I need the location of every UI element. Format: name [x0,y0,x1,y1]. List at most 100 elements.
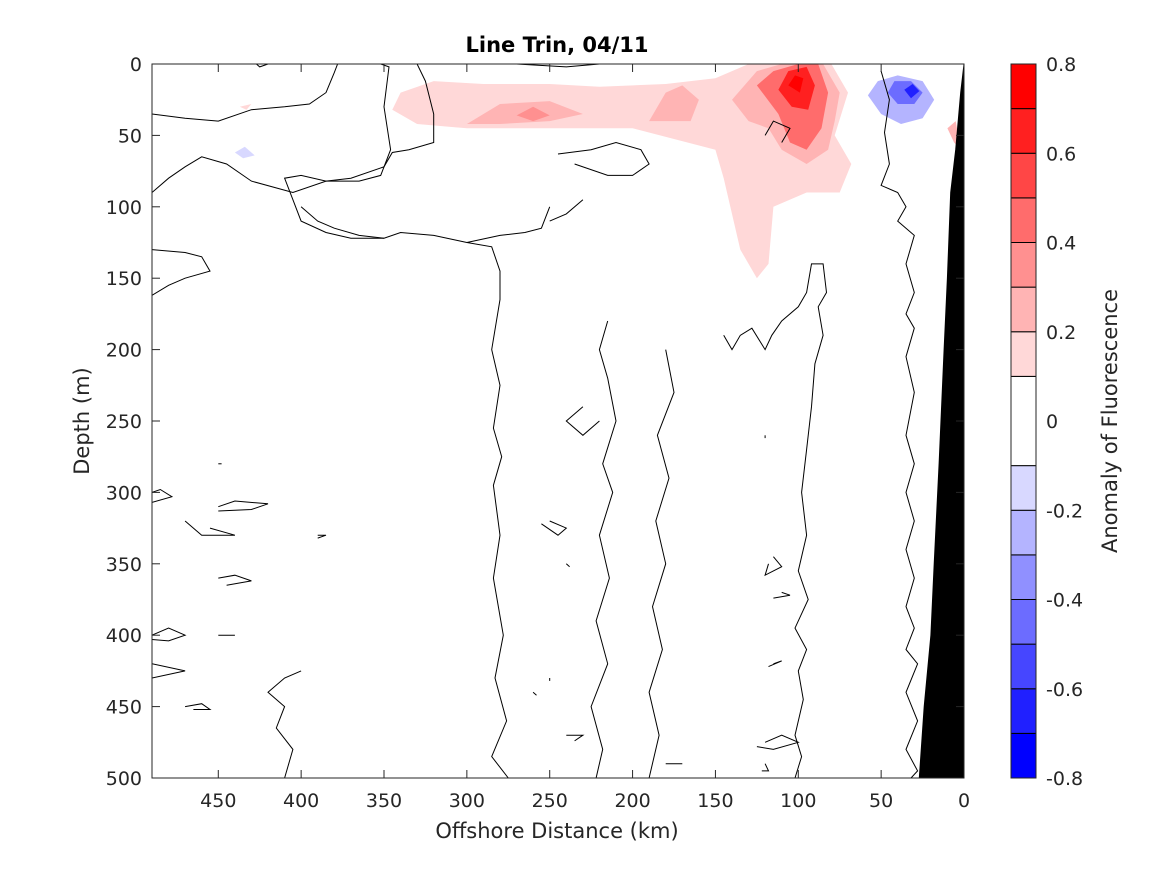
zero-contour-9 [152,249,211,296]
colorbar-swatch-1 [1010,688,1037,734]
zero-contour-28 [773,591,791,599]
zero-contour-26 [185,703,212,710]
y-tick-label-50: 50 [118,125,142,147]
zero-contour-22 [218,574,252,586]
zero-contour-18 [317,534,327,539]
zero-contour-25 [152,663,186,679]
colorbar-swatch-7 [1010,375,1037,467]
x-tick-label-300: 300 [449,790,485,812]
colorbar-swatch-8 [1010,331,1037,377]
anomaly-region-13 [210,138,293,179]
zero-contour-4 [516,64,732,68]
zero-contour-30 [756,734,800,750]
zero-contour-20 [218,500,269,512]
colorbar-tick-label-0.2: 0.2 [1046,322,1076,344]
x-axis-ticks: 450 400 350 300 250 200 150 100 50 0 [200,64,970,812]
zero-contour-7 [549,199,584,222]
colorbar-label: Anomaly of Fluorescence [1098,289,1122,553]
anomaly-region-15 [152,132,172,139]
x-tick-label-0: 0 [958,790,970,812]
zero-contour-38 [764,120,791,143]
colorbar-frame [1010,63,1037,779]
zero-contour-17 [541,520,568,536]
anomaly-region-12 [904,84,920,99]
x-tick-label-50: 50 [869,790,893,812]
colorbar-tick-label-0.4: 0.4 [1046,233,1076,255]
chart-title: Line Trin, 04/11 [465,33,648,57]
y-tick-label-100: 100 [106,197,142,219]
zero-contour-21 [184,520,236,536]
colorbar-swatch-2 [1010,643,1037,690]
y-tick-label-0: 0 [130,54,142,76]
y-tick-label-250: 250 [106,411,142,433]
colorbar: 0.8 0.6 0.4 0.2 0 -0.2 -0.4 -0.6 -0.8 [1010,54,1083,790]
y-tick-label-450: 450 [106,697,142,719]
colorbar-tick-label--0.4: -0.4 [1046,590,1083,612]
zero-contour-23 [152,627,187,642]
zero-contour-31 [761,763,770,772]
colorbar-tick-label-0.6: 0.6 [1046,143,1076,165]
bathymetry-shelf [918,64,964,778]
x-tick-label-450: 450 [200,790,236,812]
y-tick-label-400: 400 [106,625,142,647]
zero-contour-12 [723,263,828,778]
zero-contour-36 [532,691,537,696]
colorbar-swatch-10 [1010,242,1037,288]
anomaly-region-2 [649,85,699,122]
x-axis-label: Offshore Distance (km) [435,819,678,843]
x-tick-label-400: 400 [283,790,319,812]
colorbar-tick-label-0: 0 [1046,411,1058,433]
y-tick-label-300: 300 [106,482,142,504]
y-tick-label-200: 200 [106,340,142,362]
zero-contour-8 [300,206,385,239]
zero-contour-15 [648,349,675,778]
zero-contour-37 [565,563,570,568]
zero-contour-0 [152,64,392,194]
x-tick-label-150: 150 [697,790,733,812]
x-tick-label-350: 350 [366,790,402,812]
zero-contour-27 [764,556,783,577]
zero-contour-lines [152,64,919,778]
zero-contour-29 [768,660,782,668]
zero-contour-11 [267,670,302,778]
zero-contour-13 [880,70,919,778]
zero-contour-1 [152,64,339,122]
colorbar-swatch-4 [1010,554,1037,600]
anomaly-region-7 [788,75,804,93]
y-axis-label: Depth (m) [70,367,94,474]
colorbar-swatch-13 [1010,108,1037,154]
x-tick-label-100: 100 [780,790,816,812]
colorbar-swatch-6 [1010,465,1037,511]
colorbar-tick-label--0.6: -0.6 [1046,679,1083,701]
zero-contour-2 [256,64,269,68]
y-axis-ticks: 0 50 100 150 200 250 300 350 400 450 500 [106,54,964,790]
anomaly-region-14 [234,146,255,159]
y-tick-label-150: 150 [106,268,142,290]
zero-contour-16 [565,406,600,436]
zero-contour-14 [590,320,617,778]
zero-contour-5 [557,141,650,176]
plot-area [151,63,965,779]
colorbar-swatch-5 [1010,509,1037,556]
colorbar-swatch-9 [1010,286,1037,333]
anomaly-region-3 [516,106,550,122]
colorbar-tick-label--0.8: -0.8 [1046,768,1083,790]
colorbar-swatch-12 [1010,152,1037,199]
anomaly-fills [152,64,961,279]
zero-contour-6 [466,206,551,243]
colorbar-tick-label--0.2: -0.2 [1046,500,1083,522]
x-tick-label-250: 250 [532,790,568,812]
bathymetry-mask [918,64,964,778]
colorbar-swatch-3 [1010,599,1037,645]
zero-contour-3 [283,64,509,778]
colorbar-swatch-11 [1010,197,1037,243]
colorbar-tick-label-0.8: 0.8 [1046,54,1076,76]
zero-contour-34 [566,734,585,742]
colorbar-swatch-14 [1010,63,1037,110]
y-tick-label-350: 350 [106,554,142,576]
anomaly-region-16 [239,104,252,110]
x-tick-label-200: 200 [614,790,650,812]
zero-contour-10 [152,488,174,503]
colorbar-swatch-0 [1010,732,1037,779]
